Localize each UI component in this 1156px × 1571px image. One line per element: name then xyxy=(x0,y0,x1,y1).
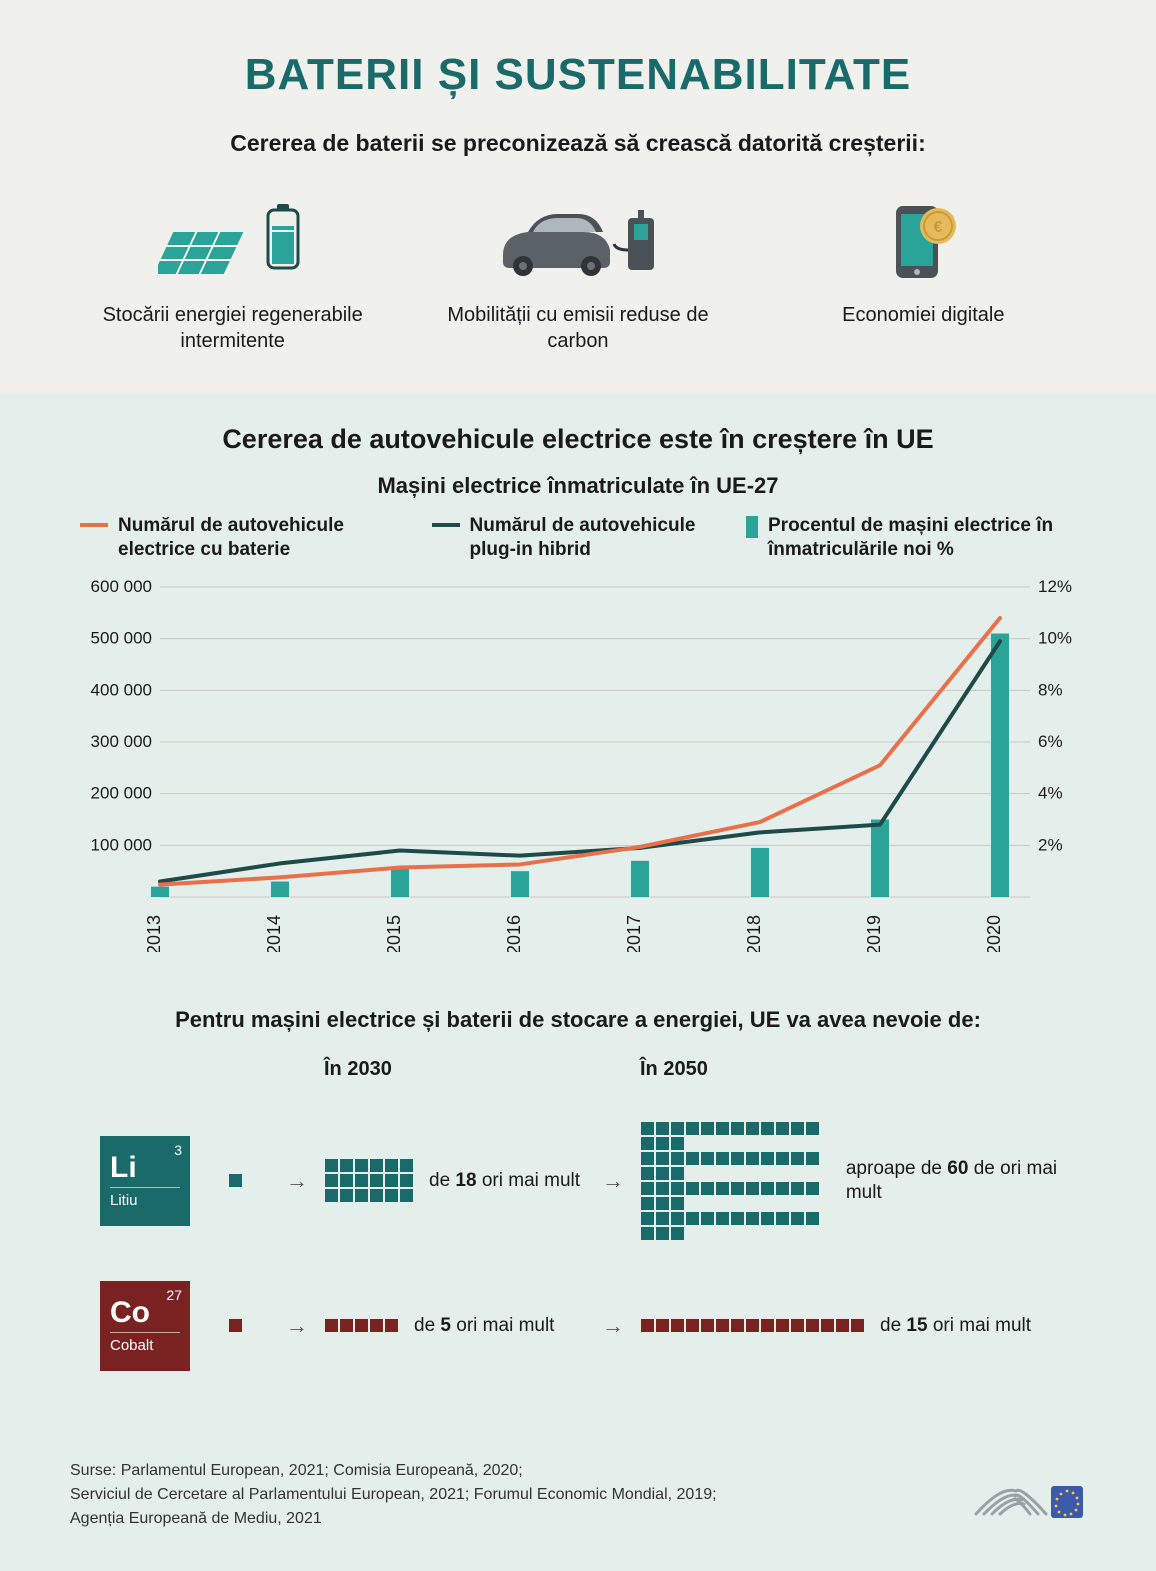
svg-text:200 000: 200 000 xyxy=(91,783,152,802)
svg-text:400 000: 400 000 xyxy=(91,680,152,699)
driver-digital: € Economiei digitale xyxy=(761,197,1086,354)
legend-phev: Numărul de autovehicule plug-in hibrid xyxy=(432,514,717,562)
driver-label: Mobilității cu emisii reduse de carbon xyxy=(415,302,740,354)
legend-label: Procentul de mașini electrice în înmatri… xyxy=(768,514,1076,562)
amount-2050: de 15 ori mai mult xyxy=(640,1314,1060,1338)
driver-label: Economiei digitale xyxy=(842,302,1004,328)
element-co: 27CoCobalt xyxy=(100,1281,190,1371)
arrow-icon: → xyxy=(286,1168,306,1194)
sources-text: Surse: Parlamentul European, 2021; Comis… xyxy=(70,1459,717,1531)
svg-text:10%: 10% xyxy=(1038,628,1072,647)
base-amount xyxy=(228,1173,268,1188)
col-2030-header: În 2030 xyxy=(324,1058,584,1081)
legend-share: Procentul de mașini electrice în înmatri… xyxy=(746,514,1076,562)
ev-charging-icon xyxy=(488,197,668,287)
svg-text:6%: 6% xyxy=(1038,732,1063,751)
svg-text:2014: 2014 xyxy=(264,915,284,952)
legend-swatch xyxy=(432,523,460,527)
col-2050-header: În 2050 xyxy=(640,1058,1060,1081)
solar-battery-icon xyxy=(158,197,308,287)
svg-text:12%: 12% xyxy=(1038,577,1072,596)
materials-grid: În 2030 În 2050 3LiLitiu → de 18 ori mai m… xyxy=(70,1058,1086,1371)
svg-text:600 000: 600 000 xyxy=(91,577,152,596)
main-title: BATERII ȘI SUSTENABILITATE xyxy=(70,50,1086,100)
legend-label: Numărul de autovehicule electrice cu bat… xyxy=(118,514,402,562)
chart-section: Cererea de autovehicule electrice este î… xyxy=(0,394,1156,1421)
phone-coin-icon: € xyxy=(878,197,968,287)
legend-swatch xyxy=(80,523,108,527)
svg-text:2017: 2017 xyxy=(624,915,644,952)
arrow-icon: → xyxy=(602,1168,622,1194)
svg-text:2020: 2020 xyxy=(984,915,1004,952)
svg-text:4%: 4% xyxy=(1038,783,1063,802)
svg-text:€: € xyxy=(934,219,943,236)
arrow-icon: → xyxy=(602,1313,622,1339)
driver-mobility: Mobilității cu emisii reduse de carbon xyxy=(415,197,740,354)
legend-swatch xyxy=(746,516,758,538)
chart-plot: 100 000 200 000 300 000 400 000 500 000 600 0… xyxy=(70,577,1086,957)
svg-text:2015: 2015 xyxy=(384,915,404,952)
legend-bev: Numărul de autovehicule electrice cu bat… xyxy=(80,514,402,562)
driver-label: Stocării energiei regenerabile intermite… xyxy=(70,302,395,354)
arrow-icon: → xyxy=(286,1313,306,1339)
svg-text:2018: 2018 xyxy=(744,915,764,952)
svg-text:500 000: 500 000 xyxy=(91,628,152,647)
footer: Surse: Parlamentul European, 2021; Comis… xyxy=(0,1421,1156,1571)
svg-text:100 000: 100 000 xyxy=(91,835,152,854)
drivers-row: Stocării energiei regenerabile intermite… xyxy=(70,197,1086,354)
chart-legend: Numărul de autovehicule electrice cu bat… xyxy=(70,514,1086,562)
subtitle: Cererea de baterii se preconizează să cr… xyxy=(70,130,1086,157)
amount-2030: de 5 ori mai mult xyxy=(324,1314,584,1338)
svg-text:2016: 2016 xyxy=(504,915,524,952)
svg-text:2019: 2019 xyxy=(864,915,884,952)
eu-parliament-logo-icon xyxy=(966,1456,1086,1531)
top-section: BATERII ȘI SUSTENABILITATE Cererea de ba… xyxy=(0,0,1156,394)
chart-title: Mașini electrice înmatriculate în UE-27 xyxy=(70,473,1086,499)
svg-text:2013: 2013 xyxy=(144,915,164,952)
legend-label: Numărul de autovehicule plug-in hibrid xyxy=(470,514,717,562)
svg-text:2%: 2% xyxy=(1038,835,1063,854)
amount-2050: aproape de 60 de ori mai mult xyxy=(640,1121,1060,1241)
materials-title: Pentru mașini electrice și baterii de st… xyxy=(70,1007,1086,1033)
svg-text:8%: 8% xyxy=(1038,680,1063,699)
chart-section-title: Cererea de autovehicule electrice este î… xyxy=(70,424,1086,455)
element-li: 3LiLitiu xyxy=(100,1136,190,1226)
base-amount xyxy=(228,1318,268,1333)
amount-2030: de 18 ori mai mult xyxy=(324,1158,584,1203)
svg-text:300 000: 300 000 xyxy=(91,732,152,751)
driver-renewable: Stocării energiei regenerabile intermite… xyxy=(70,197,395,354)
